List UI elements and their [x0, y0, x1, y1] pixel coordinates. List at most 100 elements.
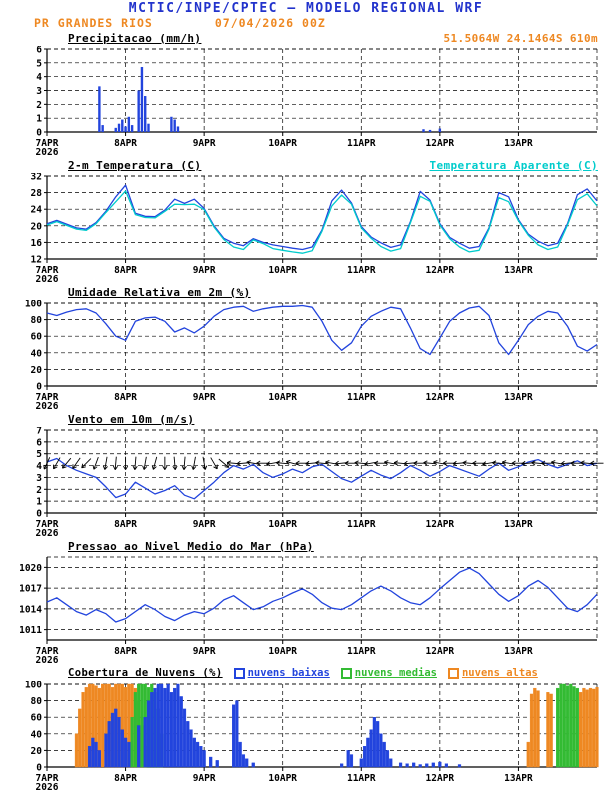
- svg-text:7APR: 7APR: [36, 392, 59, 403]
- svg-text:12APR: 12APR: [426, 773, 455, 784]
- nuvens-medias-label: nuvens medias: [354, 667, 437, 679]
- svg-text:40: 40: [31, 348, 43, 359]
- svg-text:100: 100: [25, 681, 42, 691]
- svg-text:0: 0: [36, 128, 42, 139]
- svg-text:11APR: 11APR: [347, 265, 376, 276]
- svg-text:9APR: 9APR: [193, 773, 216, 784]
- svg-text:7APR: 7APR: [36, 519, 59, 530]
- pressure-title: Pressao ao Nivel Medio do Mar (hPa): [68, 539, 314, 553]
- svg-text:8APR: 8APR: [114, 646, 137, 657]
- humidity-title-row: Umidade Relativa em 2m (%): [0, 284, 612, 300]
- temperature-title: 2-m Temperatura (C): [68, 158, 202, 172]
- svg-text:7: 7: [36, 427, 42, 437]
- svg-text:2026: 2026: [36, 274, 59, 284]
- svg-text:8APR: 8APR: [114, 265, 137, 276]
- svg-text:2: 2: [36, 485, 42, 496]
- svg-text:10APR: 10APR: [268, 646, 297, 657]
- svg-text:9APR: 9APR: [193, 138, 216, 149]
- svg-text:2026: 2026: [36, 782, 59, 792]
- svg-text:80: 80: [31, 696, 43, 707]
- apparent-temperature-label: Temperatura Aparente (C): [429, 158, 598, 172]
- svg-text:4: 4: [36, 461, 42, 472]
- humidity-title: Umidade Relativa em 2m (%): [68, 285, 251, 299]
- svg-text:8APR: 8APR: [114, 773, 137, 784]
- svg-text:7APR: 7APR: [36, 646, 59, 657]
- svg-text:24: 24: [31, 205, 43, 216]
- svg-text:12APR: 12APR: [426, 392, 455, 403]
- svg-text:6: 6: [36, 46, 42, 56]
- svg-text:32: 32: [31, 173, 42, 183]
- legend-nuvens-medias: nuvens medias: [340, 667, 437, 679]
- svg-text:11APR: 11APR: [347, 646, 376, 657]
- svg-text:1020: 1020: [19, 563, 42, 574]
- pressure-title-row: Pressao ao Nivel Medio do Mar (hPa): [0, 538, 612, 554]
- svg-text:11APR: 11APR: [347, 392, 376, 403]
- precipitation-title: Precipitacao (mm/h): [68, 31, 202, 45]
- svg-text:60: 60: [31, 713, 43, 724]
- svg-text:10APR: 10APR: [268, 519, 297, 530]
- svg-text:5: 5: [36, 449, 42, 460]
- precipitation-title-row: Precipitacao (mm/h) 51.5064W 24.1464S 61…: [0, 30, 612, 46]
- svg-text:9APR: 9APR: [193, 646, 216, 657]
- svg-text:8APR: 8APR: [114, 519, 137, 530]
- svg-text:20: 20: [31, 746, 43, 757]
- svg-text:20: 20: [31, 365, 43, 376]
- legend-nuvens-altas: nuvens altas: [447, 667, 538, 679]
- svg-text:9APR: 9APR: [193, 265, 216, 276]
- station-name: PR GRANDES RIOS: [34, 16, 153, 30]
- svg-text:10APR: 10APR: [268, 773, 297, 784]
- nuvens-medias-swatch-icon: [340, 667, 352, 679]
- nuvens-altas-swatch-icon: [447, 667, 459, 679]
- svg-text:7APR: 7APR: [36, 265, 59, 276]
- clouds-title: Cobertura de Nuvens (%): [68, 667, 223, 679]
- panel-pressure: Pressao ao Nivel Medio do Mar (hPa) 1011…: [0, 538, 612, 665]
- svg-text:13APR: 13APR: [504, 392, 533, 403]
- svg-text:13APR: 13APR: [504, 265, 533, 276]
- svg-text:13APR: 13APR: [504, 646, 533, 657]
- panel-humidity: Umidade Relativa em 2m (%) 0 20 40 60 80 100 7…: [0, 284, 612, 411]
- svg-text:3: 3: [36, 86, 42, 97]
- nuvens-baixas-label: nuvens baixas: [247, 667, 330, 679]
- panel-wind: Vento em 10m (m/s) 0 1 2 3 4 5 6 7 7APR 2026 8APR 9…: [0, 411, 612, 538]
- svg-text:13APR: 13APR: [504, 138, 533, 149]
- svg-text:12APR: 12APR: [426, 646, 455, 657]
- svg-text:1011: 1011: [19, 625, 42, 636]
- svg-text:5: 5: [36, 58, 42, 69]
- svg-text:100: 100: [25, 300, 42, 310]
- svg-text:3: 3: [36, 473, 42, 484]
- svg-text:11APR: 11APR: [347, 519, 376, 530]
- svg-text:12: 12: [31, 255, 42, 266]
- svg-text:10APR: 10APR: [268, 265, 297, 276]
- svg-text:2026: 2026: [36, 528, 59, 538]
- run-datetime: 07/04/2026 00Z: [214, 16, 326, 30]
- page-subtitle: PR GRANDES RIOS 07/04/2026 00Z: [0, 17, 612, 30]
- svg-text:11APR: 11APR: [347, 138, 376, 149]
- svg-text:9APR: 9APR: [193, 392, 216, 403]
- svg-text:7APR: 7APR: [36, 138, 59, 149]
- svg-text:1014: 1014: [19, 604, 42, 615]
- svg-text:12APR: 12APR: [426, 265, 455, 276]
- svg-text:11APR: 11APR: [347, 773, 376, 784]
- svg-text:6: 6: [36, 437, 42, 448]
- svg-text:7APR: 7APR: [36, 773, 59, 784]
- svg-text:8APR: 8APR: [114, 138, 137, 149]
- svg-text:2026: 2026: [36, 401, 59, 411]
- svg-text:12APR: 12APR: [426, 138, 455, 149]
- page-title: MCTIC/INPE/CPTEC — MODELO REGIONAL WRF: [128, 1, 484, 16]
- svg-text:2026: 2026: [36, 147, 59, 157]
- nuvens-baixas-swatch-icon: [233, 667, 245, 679]
- svg-text:0: 0: [36, 763, 42, 774]
- svg-text:12APR: 12APR: [426, 519, 455, 530]
- temperature-title-row: 2-m Temperatura (C) Temperatura Aparente…: [0, 157, 612, 173]
- svg-text:1: 1: [36, 497, 42, 508]
- svg-text:40: 40: [31, 729, 43, 740]
- wind-title-row: Vento em 10m (m/s): [0, 411, 612, 427]
- svg-text:1017: 1017: [19, 584, 42, 595]
- svg-text:13APR: 13APR: [504, 773, 533, 784]
- location-label: 51.5064W 24.1464S 610m: [443, 31, 598, 45]
- svg-text:16: 16: [31, 238, 43, 249]
